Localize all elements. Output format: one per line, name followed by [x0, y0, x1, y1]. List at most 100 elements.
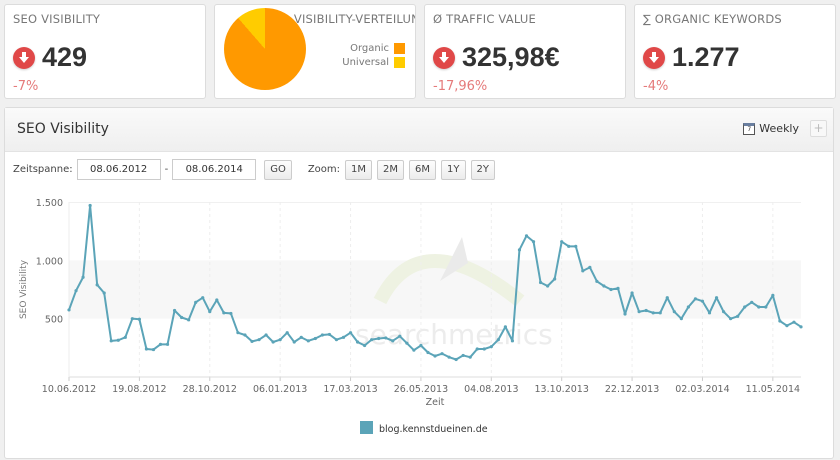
data-point[interactable] — [81, 275, 85, 279]
data-point[interactable] — [271, 340, 275, 344]
data-point[interactable] — [560, 240, 564, 244]
data-point[interactable] — [665, 296, 669, 300]
data-point[interactable] — [243, 333, 247, 337]
data-point[interactable] — [700, 299, 705, 303]
data-point[interactable] — [109, 339, 113, 343]
data-point[interactable] — [567, 244, 571, 248]
data-point[interactable] — [517, 248, 522, 252]
data-point[interactable] — [391, 339, 395, 343]
data-point[interactable] — [433, 354, 437, 358]
data-point[interactable] — [257, 338, 261, 342]
to-date-input[interactable]: 08.06.2014 — [172, 159, 257, 180]
data-point[interactable] — [496, 338, 500, 342]
data-point[interactable] — [278, 338, 282, 342]
data-point[interactable] — [595, 279, 599, 283]
data-point[interactable] — [74, 289, 78, 293]
data-point[interactable] — [151, 347, 156, 352]
data-point[interactable] — [771, 293, 775, 297]
data-point[interactable] — [475, 347, 479, 351]
zoom-2y-button[interactable]: 2Y — [470, 159, 495, 180]
data-point[interactable] — [292, 340, 296, 344]
seo-visibility-chart[interactable]: searchmetrics 10.06.2012 19.08.2012 28.10.2… — [5, 192, 835, 460]
add-button[interactable]: + — [810, 120, 827, 137]
data-point[interactable] — [384, 336, 388, 340]
data-point[interactable] — [341, 335, 346, 339]
data-point[interactable] — [67, 308, 71, 312]
data-point[interactable] — [187, 318, 191, 322]
data-point[interactable] — [123, 335, 127, 339]
data-point[interactable] — [426, 350, 430, 355]
chart-legend[interactable]: blog.kennstdueinen.de — [360, 421, 488, 435]
data-point[interactable] — [222, 311, 226, 315]
data-point[interactable] — [651, 311, 655, 315]
data-point[interactable] — [531, 240, 536, 244]
data-point[interactable] — [363, 343, 367, 348]
data-point[interactable] — [503, 325, 507, 329]
data-point[interactable] — [707, 311, 712, 315]
kpi-visibility-distribution[interactable]: VISIBILITY-VERTEILUNG Organic Universal — [214, 4, 416, 99]
data-point[interactable] — [538, 280, 543, 285]
data-point[interactable] — [215, 298, 219, 302]
data-point[interactable] — [405, 341, 409, 345]
data-point[interactable] — [792, 320, 796, 324]
data-point[interactable] — [658, 311, 662, 315]
data-point[interactable] — [672, 310, 676, 314]
data-point[interactable] — [440, 352, 444, 356]
data-point[interactable] — [88, 203, 92, 208]
data-point[interactable] — [778, 319, 782, 323]
data-point[interactable] — [743, 305, 747, 309]
data-point[interactable] — [299, 335, 303, 339]
data-point[interactable] — [144, 347, 149, 351]
data-point[interactable] — [785, 324, 789, 328]
data-point[interactable] — [489, 345, 493, 349]
data-point[interactable] — [461, 353, 465, 358]
data-point[interactable] — [616, 286, 620, 290]
data-point[interactable] — [799, 325, 803, 329]
data-point[interactable] — [320, 333, 324, 337]
data-point[interactable] — [693, 297, 698, 301]
data-point[interactable] — [201, 296, 205, 300]
interval-selector[interactable]: 7 Weekly — [743, 122, 799, 135]
go-button[interactable]: GO — [264, 159, 292, 180]
data-point[interactable] — [581, 269, 585, 273]
data-point[interactable] — [482, 347, 486, 351]
data-point[interactable] — [172, 308, 177, 313]
data-point[interactable] — [679, 317, 683, 321]
data-point[interactable] — [419, 343, 423, 348]
data-point[interactable] — [130, 317, 134, 321]
zoom-2m-button[interactable]: 2M — [377, 159, 405, 180]
data-point[interactable] — [637, 310, 641, 314]
data-point[interactable] — [194, 300, 198, 304]
data-point[interactable] — [644, 308, 648, 313]
data-point[interactable] — [355, 340, 360, 344]
kpi-seo-visibility[interactable]: SEO VISIBILITY 429 -7% — [4, 4, 206, 99]
data-point[interactable] — [334, 338, 339, 342]
data-point[interactable] — [750, 300, 754, 304]
data-point[interactable] — [264, 333, 268, 337]
data-point[interactable] — [250, 339, 254, 344]
data-point[interactable] — [609, 287, 613, 292]
data-point[interactable] — [313, 336, 317, 341]
data-point[interactable] — [468, 355, 472, 359]
data-point[interactable] — [630, 291, 634, 295]
data-point[interactable] — [95, 283, 99, 287]
data-point[interactable] — [721, 310, 726, 314]
data-point[interactable] — [447, 355, 451, 359]
data-point[interactable] — [623, 312, 627, 316]
data-point[interactable] — [574, 244, 578, 248]
zoom-1y-button[interactable]: 1Y — [441, 159, 466, 180]
data-point[interactable] — [546, 284, 550, 288]
data-point[interactable] — [116, 338, 120, 342]
data-point[interactable] — [714, 296, 719, 300]
kpi-organic-keywords[interactable]: ∑ ORGANIC KEYWORDS 1.277 -4% — [634, 4, 836, 99]
data-point[interactable] — [348, 331, 353, 335]
zoom-6m-button[interactable]: 6M — [409, 159, 437, 180]
data-point[interactable] — [602, 284, 606, 288]
data-point[interactable] — [137, 317, 141, 321]
from-date-input[interactable]: 08.06.2012 — [76, 159, 161, 180]
data-point[interactable] — [236, 331, 240, 335]
data-point[interactable] — [736, 314, 740, 318]
data-point[interactable] — [686, 305, 690, 309]
data-point[interactable] — [757, 305, 761, 309]
data-point[interactable] — [764, 305, 768, 309]
